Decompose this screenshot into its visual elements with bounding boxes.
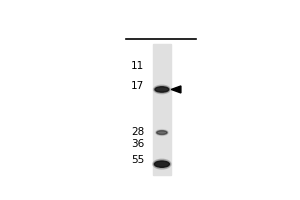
Ellipse shape [154, 161, 170, 167]
Text: 11: 11 [131, 61, 145, 71]
Text: 36: 36 [131, 139, 145, 149]
Bar [153, 44, 171, 175]
Ellipse shape [154, 85, 170, 94]
Ellipse shape [153, 159, 171, 169]
Polygon shape [171, 86, 181, 93]
Ellipse shape [157, 131, 167, 134]
Ellipse shape [156, 130, 168, 136]
Text: 28: 28 [131, 127, 145, 137]
Ellipse shape [155, 87, 169, 92]
Text: 17: 17 [131, 81, 145, 91]
Text: 55: 55 [131, 155, 145, 165]
